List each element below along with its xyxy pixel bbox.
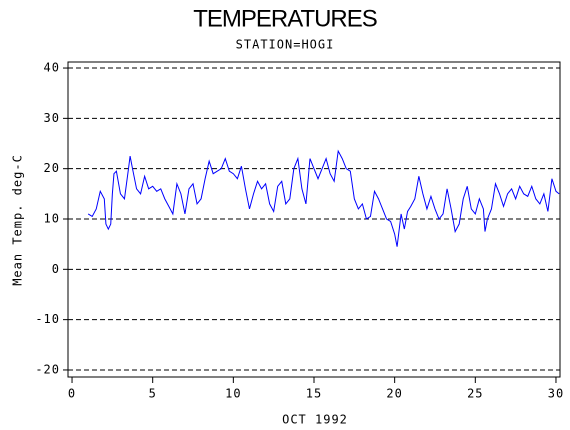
plot-frame (67, 61, 561, 378)
chart-subtitle: STATION=HOGI (236, 38, 335, 52)
y-tick-label: 20 (44, 161, 60, 175)
y-axis-label: Mean Temp. deg-C (11, 154, 25, 286)
data-line (87, 149, 560, 247)
x-tick-label: 0 (68, 387, 76, 401)
x-tick-label: 5 (149, 387, 157, 401)
y-tick-label: 30 (44, 111, 60, 125)
y-tick-label: -20 (35, 362, 60, 376)
x-tick-label: 30 (548, 387, 564, 401)
x-tick-label: 20 (386, 387, 402, 401)
y-tick-label: 40 (44, 61, 60, 75)
y-tick-label: 10 (44, 211, 60, 225)
y-tick-label: -10 (35, 312, 60, 326)
y-tick-label: 0 (52, 262, 60, 276)
x-tick-label: 15 (306, 387, 322, 401)
chart-title: TEMPERATURES (193, 5, 377, 32)
x-tick-label: 10 (225, 387, 241, 401)
x-tick-label: 25 (467, 387, 483, 401)
x-axis-label: OCT 1992 (282, 413, 348, 427)
